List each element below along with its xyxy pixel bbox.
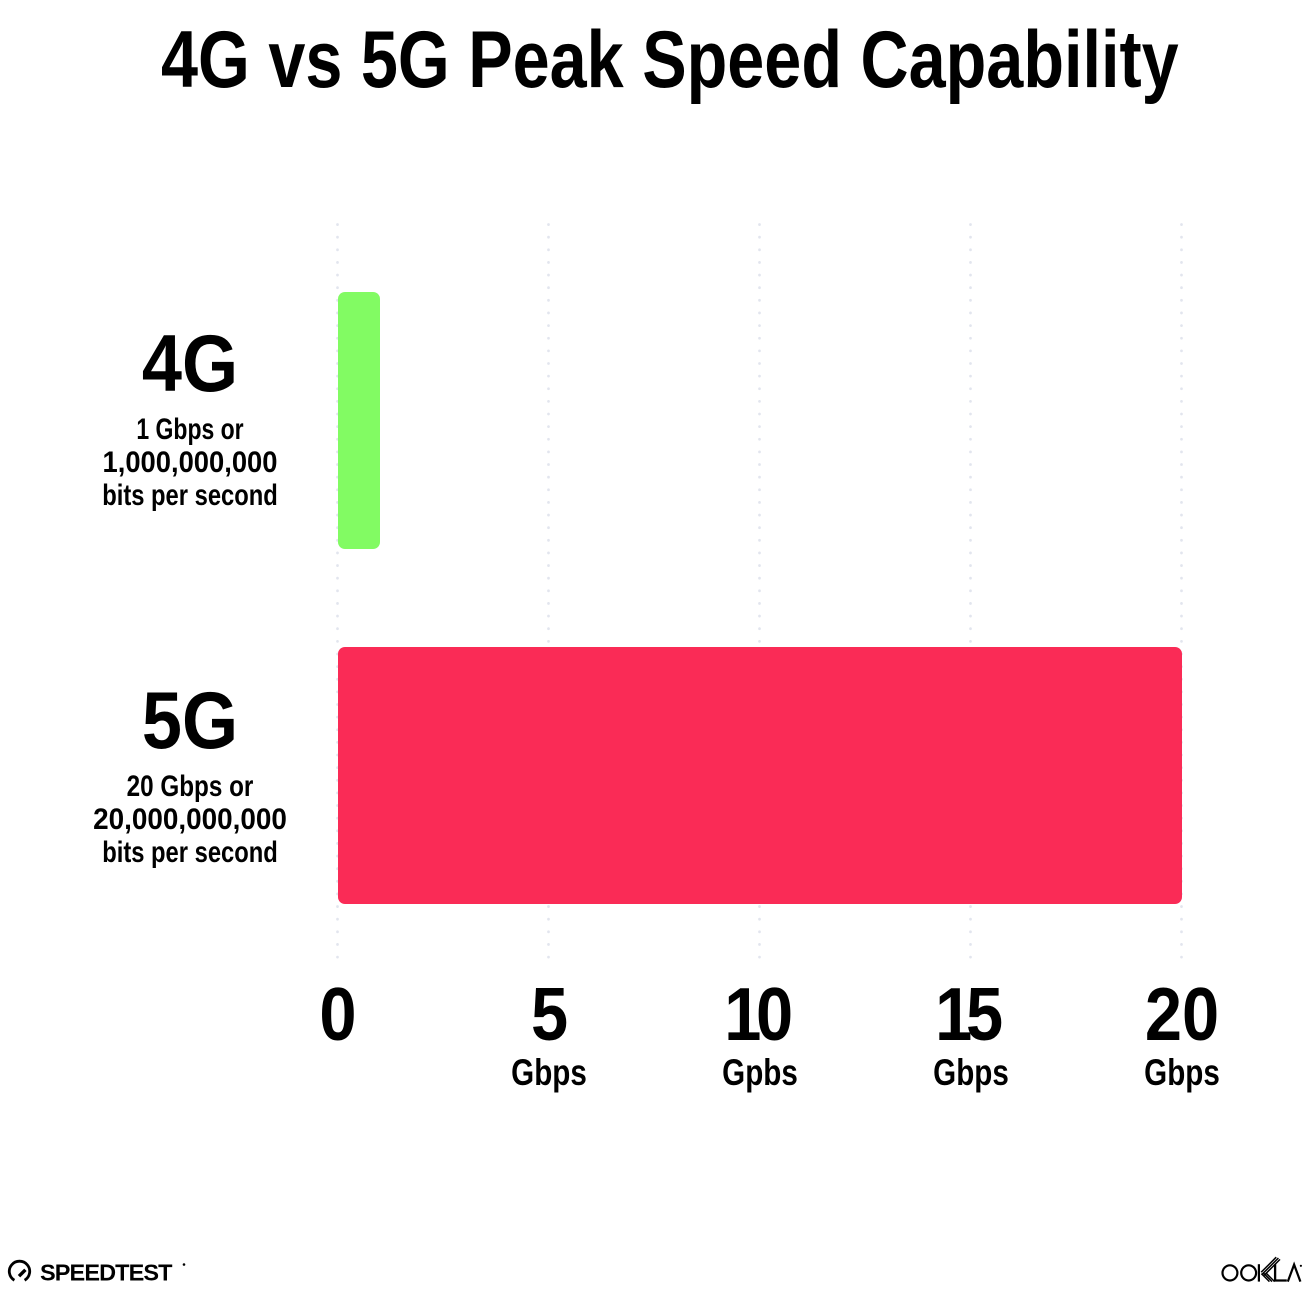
svg-text:SPEEDTEST: SPEEDTEST [40,1259,173,1285]
